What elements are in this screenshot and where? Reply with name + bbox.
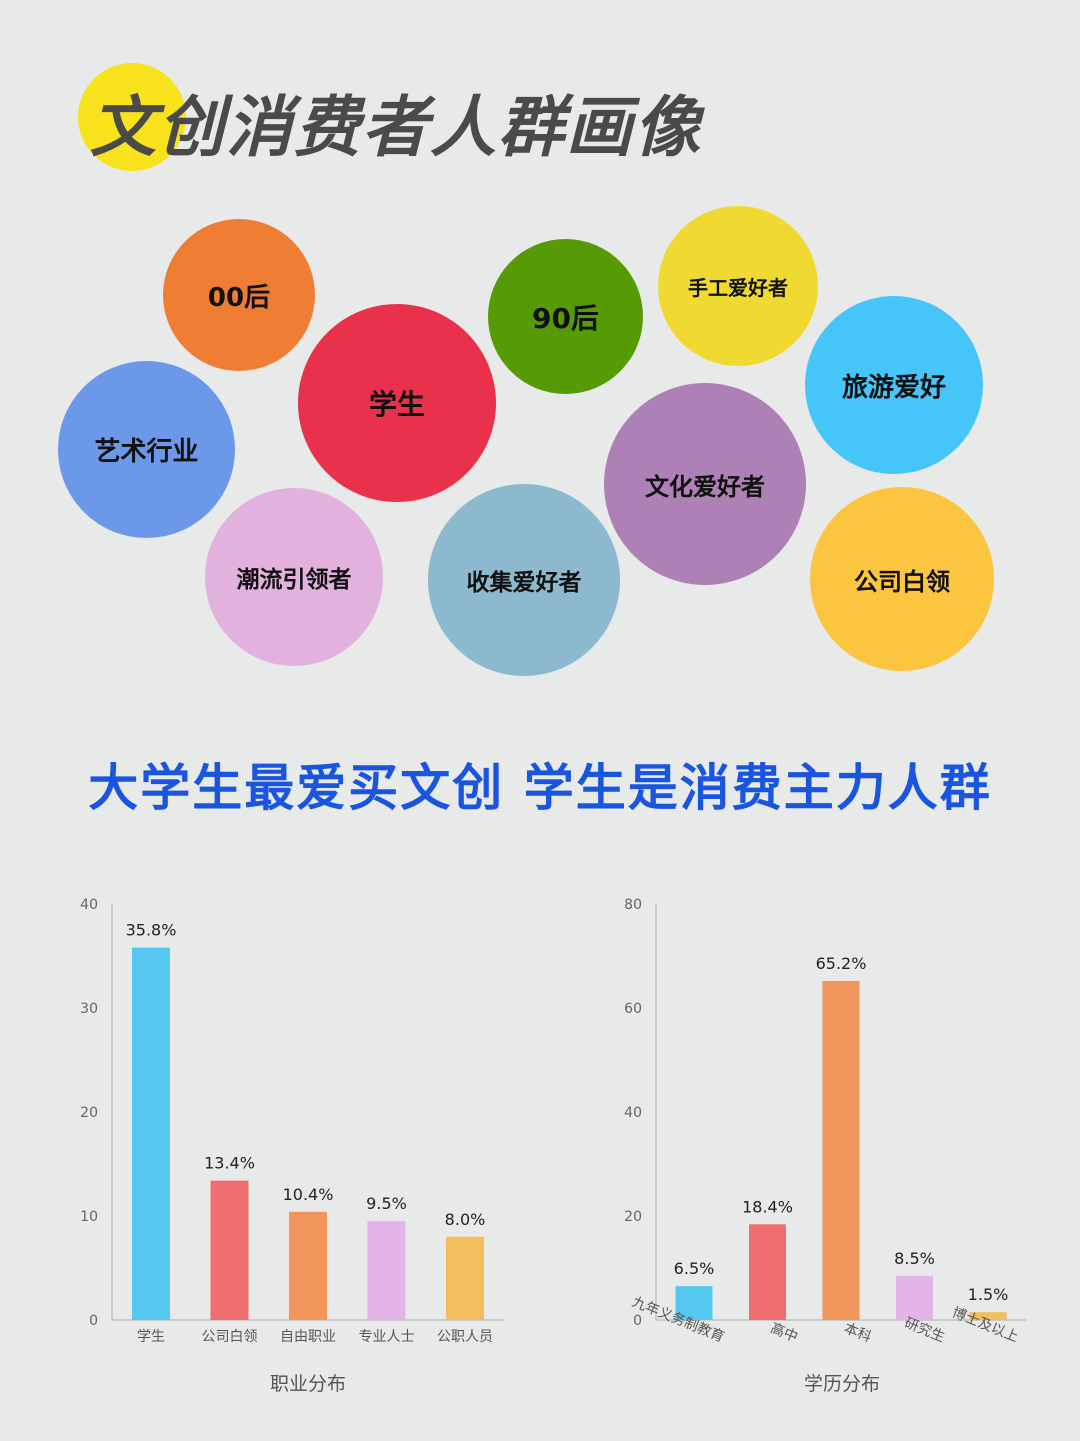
bubble-label: 90后	[532, 301, 599, 335]
category-label: 公司白领	[202, 1329, 258, 1345]
y-tick-label: 0	[633, 1313, 642, 1329]
bubble-label: 00后	[207, 282, 271, 313]
occupation-chart: 0 10 20 30 40 35.8% 学生 13.4% 公司白领 10.4% 自由职业 9.5% 专业…	[60, 880, 530, 1410]
category-label: 自由职业	[280, 1329, 336, 1345]
y-tick-label: 10	[80, 1209, 98, 1225]
data-label: 9.5%	[366, 1194, 407, 1213]
bar	[969, 1312, 1007, 1320]
category-label: 学生	[137, 1329, 165, 1345]
bubble-collectors: 收集爱好者	[428, 484, 620, 676]
bar	[822, 980, 860, 1320]
bar	[675, 1286, 713, 1320]
y-tick-label: 40	[80, 897, 98, 913]
y-tick-label: 0	[89, 1313, 98, 1329]
data-label: 10.4%	[283, 1185, 334, 1204]
y-tick-label: 30	[80, 1001, 98, 1017]
y-tick-label: 20	[80, 1105, 98, 1121]
category-label: 公职人员	[437, 1329, 493, 1345]
bubble-label: 公司白领	[854, 567, 950, 596]
category-label: 专业人士	[359, 1329, 415, 1345]
bar	[896, 1275, 933, 1320]
y-tick-label: 80	[624, 897, 642, 913]
title-block: 文创消费者人群画像	[72, 60, 832, 180]
data-label: 18.4%	[742, 1197, 793, 1216]
bubble-label: 旅游爱好	[841, 372, 946, 403]
bar	[367, 1221, 406, 1320]
category-label: 本科	[842, 1320, 874, 1345]
bar	[446, 1236, 484, 1320]
bubble-art-industry: 艺术行业	[58, 361, 235, 538]
bar	[289, 1211, 327, 1320]
bubble-label: 手工爱好者	[688, 275, 788, 300]
x-axis-label: 职业分布	[270, 1373, 346, 1395]
bubble-trendsetters: 潮流引领者	[205, 488, 383, 666]
category-label: 高中	[768, 1319, 800, 1345]
bubble-office-workers: 公司白领	[810, 487, 994, 671]
bar	[749, 1224, 786, 1320]
data-label: 35.8%	[126, 921, 177, 940]
title-accent-circle	[78, 63, 186, 171]
occupation-chart-svg: 0 10 20 30 40 35.8% 学生 13.4% 公司白领 10.4% 自由职业 9.5% 专业…	[80, 897, 504, 1395]
data-label: 8.0%	[445, 1210, 486, 1229]
education-chart-svg: 0204060806.5%九年义务制教育18.4%高中65.2%本科8.5%研究…	[624, 897, 1026, 1395]
bubble-craft-lovers: 手工爱好者	[658, 206, 818, 366]
bubble-culture-lovers: 文化爱好者	[604, 383, 806, 585]
category-label: 博士及以上	[950, 1304, 1021, 1346]
data-label: 65.2%	[816, 954, 867, 973]
headline: 大学生最爱买文创 学生是消费主力人群	[88, 759, 992, 817]
y-tick-label: 60	[624, 1001, 642, 1017]
bubble-travel-lovers: 旅游爱好	[805, 296, 983, 474]
y-tick-label: 20	[624, 1209, 642, 1225]
education-chart: 0 20 40 60 80 6.5% 九年义务制教育 18.4% 高中 65.2% 本科 8.5% 研究…	[600, 880, 1060, 1410]
bubble-90s: 90后	[488, 239, 643, 394]
bubble-students: 学生	[298, 304, 496, 502]
data-label: 6.5%	[674, 1259, 715, 1278]
page-title: 文创消费者人群画像	[90, 89, 702, 166]
bubble-label: 潮流引领者	[236, 567, 352, 593]
data-label: 1.5%	[968, 1285, 1009, 1304]
data-label: 13.4%	[204, 1154, 255, 1173]
bubble-label: 艺术行业	[94, 437, 199, 467]
bar	[132, 947, 170, 1320]
persona-bubbles: 00后 90后 手工爱好者 旅游爱好 学生 艺术行业 文化爱好者 潮流引领者 收…	[0, 0, 1080, 700]
bubble-label: 收集爱好者	[466, 570, 582, 596]
bubble-label: 文化爱好者	[645, 472, 765, 501]
bar	[210, 1180, 249, 1320]
x-axis-label: 学历分布	[804, 1373, 880, 1395]
bubble-00s: 00后	[163, 219, 315, 371]
y-tick-label: 40	[624, 1105, 642, 1121]
data-label: 8.5%	[894, 1249, 935, 1268]
bubble-label: 学生	[368, 388, 425, 421]
